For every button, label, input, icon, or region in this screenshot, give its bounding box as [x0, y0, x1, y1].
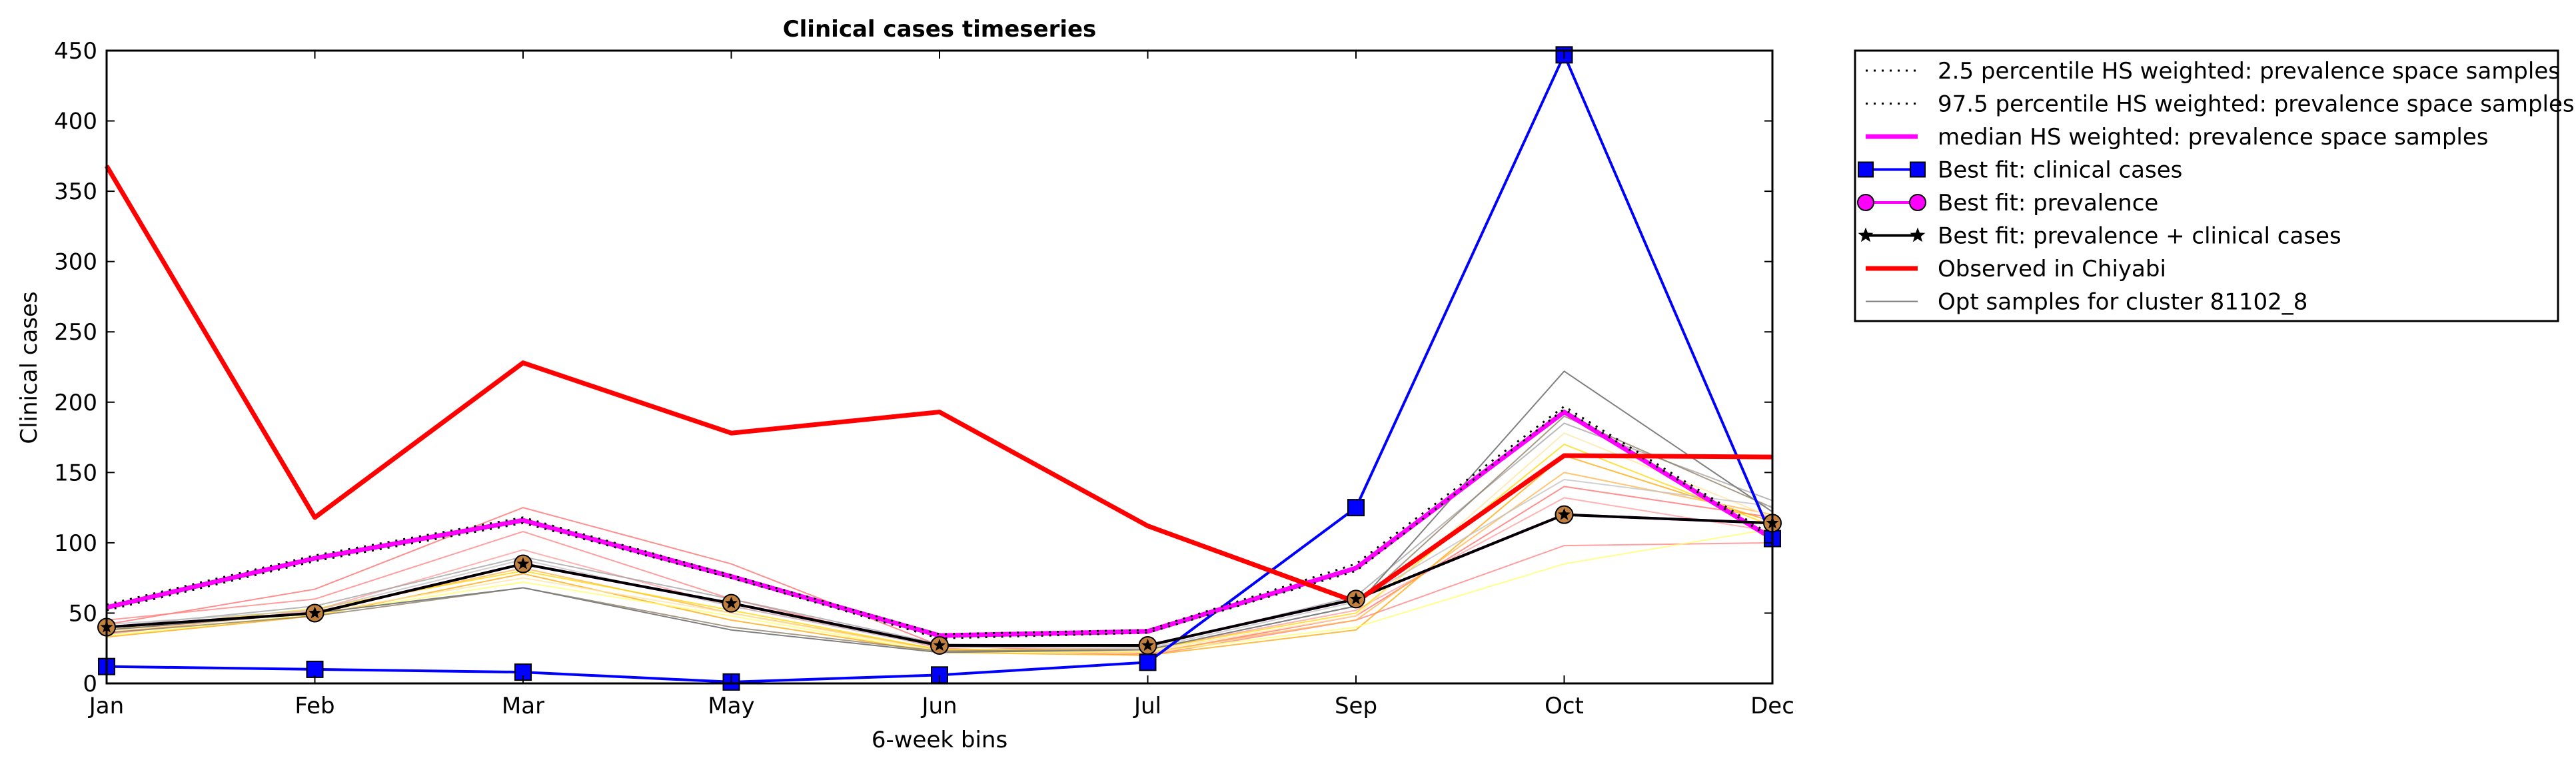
series-line-median-hs-weighted-prevalence-space-samples — [106, 410, 1774, 638]
legend-item-best-fit-clinical-cases: Best fit: clinical cases — [1858, 157, 2182, 184]
sample-line-3 — [106, 497, 1773, 651]
legend-label: median HS weighted: prevalence space sam… — [1938, 124, 2489, 151]
data-point — [1141, 639, 1154, 651]
legend-item-97-5-percentile-hs-weighted-prevalence-space-samples: 97.5 percentile HS weighted: prevalence … — [1866, 91, 2575, 118]
series-line-observed-in-chiyabi — [104, 165, 1773, 605]
legend-label: Observed in Chiyabi — [1938, 256, 2166, 282]
x-axis-title: 6-week bins — [872, 727, 1007, 753]
sample-line-1 — [106, 486, 1773, 655]
legend-label: Best fit: prevalence — [1938, 190, 2158, 216]
data-point — [309, 606, 321, 619]
legend-item-observed-in-chiyabi: Observed in Chiyabi — [1866, 256, 2166, 282]
series-line-best-fit-clinical-cases — [106, 53, 1774, 683]
y-tick-label: 100 — [54, 530, 97, 557]
data-point — [516, 557, 530, 570]
x-tick-label: Jan — [88, 693, 124, 719]
x-tick-label: Feb — [295, 693, 334, 719]
legend-item-best-fit-prevalence-clinical-cases: Best fit: prevalence + clinical cases — [1858, 223, 2341, 250]
x-tick-label: Dec — [1750, 693, 1794, 719]
x-tick-label: Jul — [1133, 693, 1161, 719]
legend-marker — [1910, 161, 1926, 178]
y-tick-label: 0 — [83, 671, 97, 697]
legend-marker — [1858, 161, 1874, 178]
x-tick-label: Mar — [502, 693, 544, 719]
data-point — [1349, 592, 1363, 605]
y-tick-label: 250 — [54, 319, 97, 346]
sample-line-9 — [106, 422, 1773, 648]
sample-line-8 — [106, 432, 1773, 652]
legend-marker — [1909, 194, 1926, 211]
axis-ticks: Jan Feb Mar May Jun Jul Sep Oct Dec 0 50 100 150 200 2… — [54, 38, 1794, 719]
legend-marker — [1910, 227, 1926, 242]
legend-label: 2.5 percentile HS weighted: prevalence s… — [1938, 58, 2560, 85]
data-point — [1347, 499, 1365, 517]
y-tick-label: 400 — [54, 109, 97, 135]
y-tick-label: 300 — [54, 249, 97, 276]
y-tick-label: 200 — [54, 390, 97, 416]
legend: 2.5 percentile HS weighted: prevalence s… — [1854, 49, 2575, 322]
legend-item-best-fit-prevalence: Best fit: prevalence — [1857, 190, 2158, 216]
legend-item-2-5-percentile-hs-weighted-prevalence-space-samples: 2.5 percentile HS weighted: prevalence s… — [1866, 58, 2560, 85]
legend-item-median-hs-weighted-prevalence-space-samples: median HS weighted: prevalence space sam… — [1866, 124, 2489, 151]
sample-line-10 — [106, 415, 1773, 652]
legend-item-opt-samples-for-cluster-81102-8: Opt samples for cluster 81102_8 — [1866, 289, 2307, 316]
sample-lines — [106, 415, 1773, 656]
legend-label: 97.5 percentile HS weighted: prevalence … — [1938, 91, 2575, 118]
sample-line-5 — [106, 472, 1773, 653]
x-tick-label: Oct — [1545, 693, 1584, 719]
legend-label: Best fit: clinical cases — [1938, 157, 2182, 184]
legend-label: Best fit: prevalence + clinical cases — [1938, 223, 2341, 250]
series-line-best-fit-prevalence-clinical-cases — [106, 513, 1773, 647]
chart-title: Clinical cases timeseries — [783, 16, 1097, 43]
y-tick-label: 450 — [54, 38, 97, 65]
sample-line-11 — [106, 478, 1773, 649]
y-tick-label: 150 — [54, 460, 97, 486]
x-tick-label: May — [708, 693, 754, 719]
data-point — [1558, 508, 1571, 520]
x-tick-label: Jun — [920, 693, 957, 719]
series-line-best-fit-prevalence — [106, 513, 1773, 647]
legend-marker — [1858, 227, 1874, 242]
legend-frame — [1854, 49, 2559, 322]
data-point — [1139, 653, 1157, 671]
series-markers — [97, 46, 1782, 691]
data-point — [306, 660, 324, 678]
data-point — [725, 596, 738, 609]
series-lines — [104, 53, 1774, 683]
data-point — [933, 639, 946, 651]
legend-label: Opt samples for cluster 81102_8 — [1938, 289, 2307, 316]
legend-marker — [1857, 194, 1874, 211]
y-tick-label: 50 — [69, 600, 97, 627]
y-axis-title: Clinical cases — [16, 291, 43, 444]
y-tick-label: 350 — [54, 179, 97, 205]
x-tick-label: Sep — [1335, 693, 1377, 719]
